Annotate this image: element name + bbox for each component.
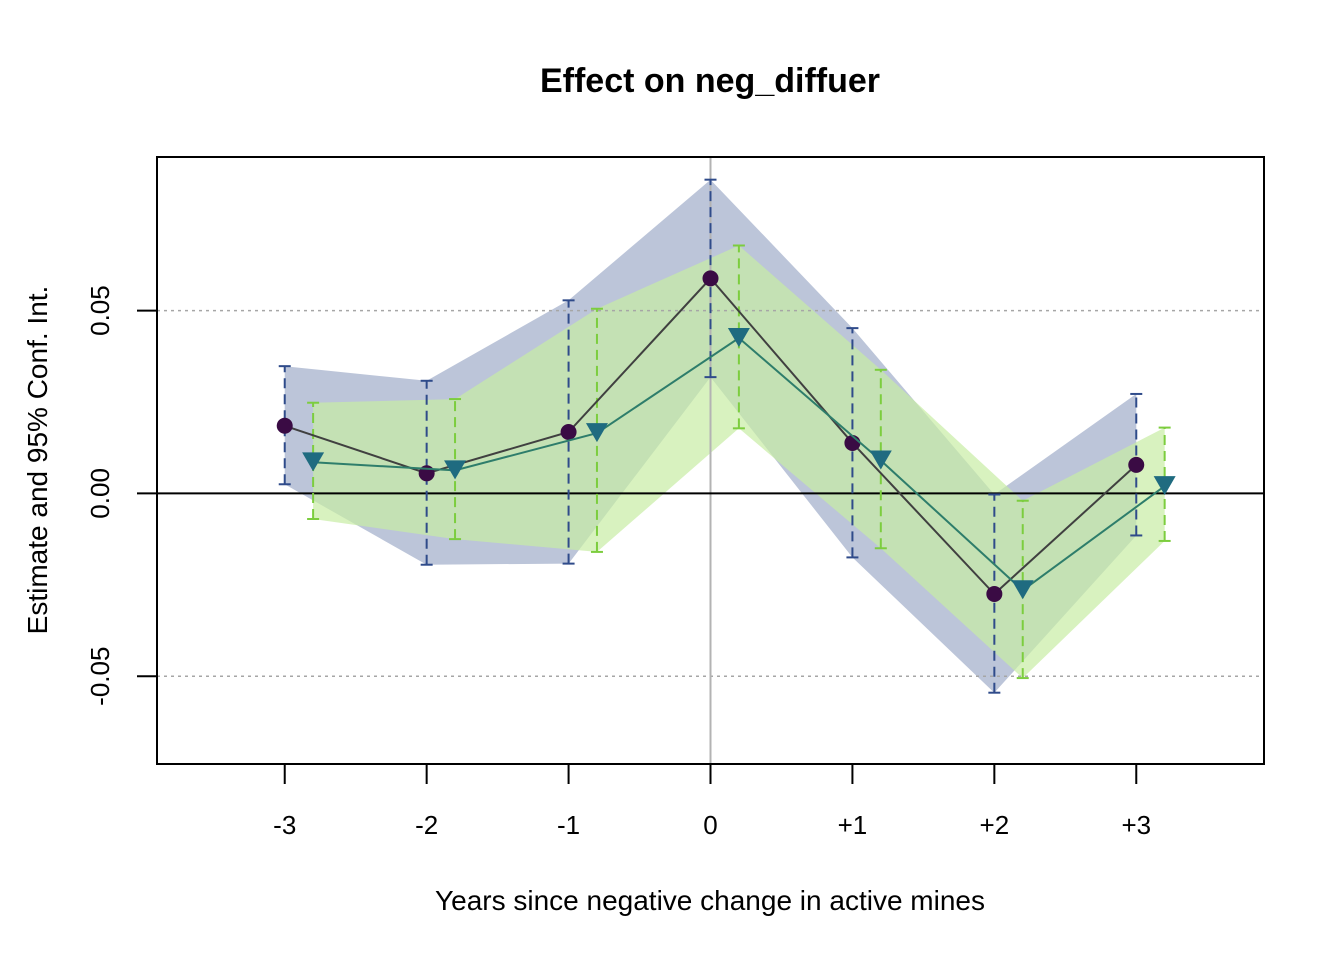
estimate-point: [302, 452, 325, 472]
y-tick-label: 0.00: [85, 468, 115, 519]
x-tick-label: -3: [273, 810, 296, 840]
y-axis-label: Estimate and 95% Conf. Int.: [22, 286, 53, 635]
x-tick-label: +3: [1121, 810, 1151, 840]
estimate-point: [444, 460, 467, 480]
x-tick-label: 0: [703, 810, 717, 840]
plot-area: [157, 157, 1264, 764]
y-tick-label: -0.05: [85, 647, 115, 706]
estimate-point: [986, 585, 1003, 602]
ci-band-series-2: [313, 245, 1165, 679]
estimate-point: [560, 423, 577, 440]
y-tick-label: 0.05: [85, 285, 115, 336]
estimate-point: [585, 423, 608, 443]
estimate-point: [844, 434, 861, 451]
estimate-point: [727, 328, 750, 348]
estimate-point: [869, 450, 892, 470]
x-tick-label: -1: [557, 810, 580, 840]
estimate-point: [1128, 456, 1145, 473]
estimate-point: [276, 417, 293, 434]
x-tick-label: +1: [838, 810, 868, 840]
chart-title: Effect on neg_diffuer: [540, 62, 880, 100]
estimate-point: [1011, 580, 1034, 600]
estimate-point: [1153, 476, 1176, 496]
x-axis-label: Years since negative change in active mi…: [435, 885, 985, 916]
x-axis: -3 -2 -1 0 +1 +2 +3: [273, 764, 1151, 840]
y-axis: -0.05 0.00 0.05: [85, 285, 157, 706]
estimate-point: [702, 270, 719, 287]
x-tick-label: +2: [980, 810, 1010, 840]
x-tick-label: -2: [415, 810, 438, 840]
